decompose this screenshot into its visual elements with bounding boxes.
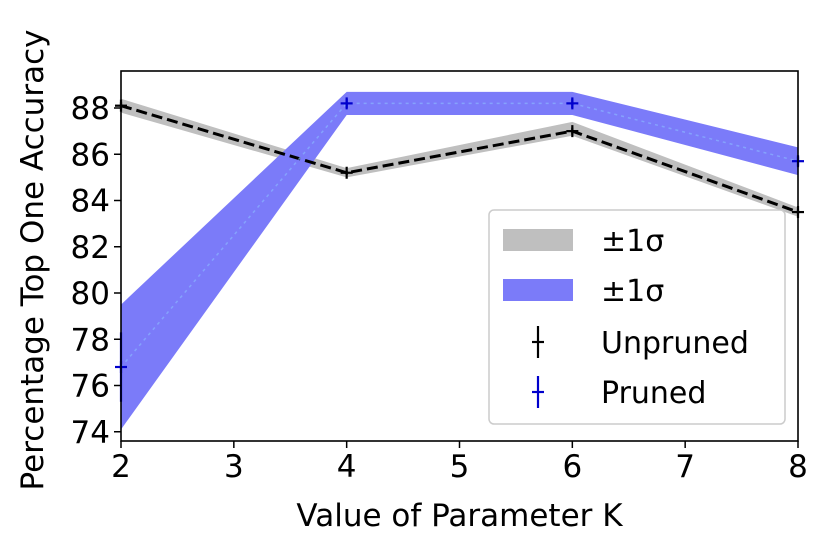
y-tick-label: 84	[71, 184, 110, 220]
data-point-unpruned	[340, 166, 353, 179]
series-line-unpruned	[120, 104, 799, 214]
y-tick-label: 88	[71, 91, 110, 127]
data-point-pruned	[340, 97, 353, 110]
x-tick-label: 8	[788, 449, 808, 485]
y-tick-label: 80	[71, 276, 110, 312]
y-tick-label: 82	[71, 230, 110, 266]
legend-marker-pruned	[532, 376, 544, 408]
x-axis-label: Value of Parameter K	[296, 498, 623, 534]
legend-box	[488, 209, 786, 425]
y-tick-label: 86	[71, 137, 110, 173]
data-point-pruned	[566, 97, 579, 110]
error-band-unpruned	[121, 98, 798, 217]
y-axis-label: Percentage Top One Accuracy	[15, 30, 51, 491]
legend-label-pruned-band: ±1σ	[601, 274, 664, 309]
legend-swatch-unpruned-band	[503, 229, 573, 251]
legend-marker-unpruned	[532, 326, 544, 358]
x-tick-label: 3	[224, 449, 244, 485]
x-tick-label: 6	[562, 449, 582, 485]
y-tick-label: 78	[71, 322, 110, 358]
y-tick-label: 76	[71, 369, 110, 405]
x-tick-label: 5	[450, 449, 470, 485]
legend-label-unpruned-band: ±1σ	[601, 224, 664, 259]
x-tick-label: 4	[337, 449, 357, 485]
series-lines	[120, 102, 799, 368]
y-axis-ticks: 74 76 78 80 82 84 86 88	[71, 91, 121, 451]
legend-label-pruned: Pruned	[601, 376, 706, 411]
x-axis-ticks: 2 3 4 5 6 7 8	[111, 441, 808, 485]
data-point-unpruned	[566, 125, 579, 138]
error-bands	[121, 91, 798, 430]
x-tick-label: 7	[675, 449, 695, 485]
error-band-pruned	[121, 91, 798, 430]
legend: ±1σ ±1σ Unpruned Pruned	[488, 209, 786, 425]
legend-swatch-pruned-band	[503, 279, 573, 301]
legend-label-unpruned: Unpruned	[601, 326, 749, 361]
y-tick-label: 74	[71, 415, 110, 451]
x-tick-label: 2	[111, 449, 131, 485]
